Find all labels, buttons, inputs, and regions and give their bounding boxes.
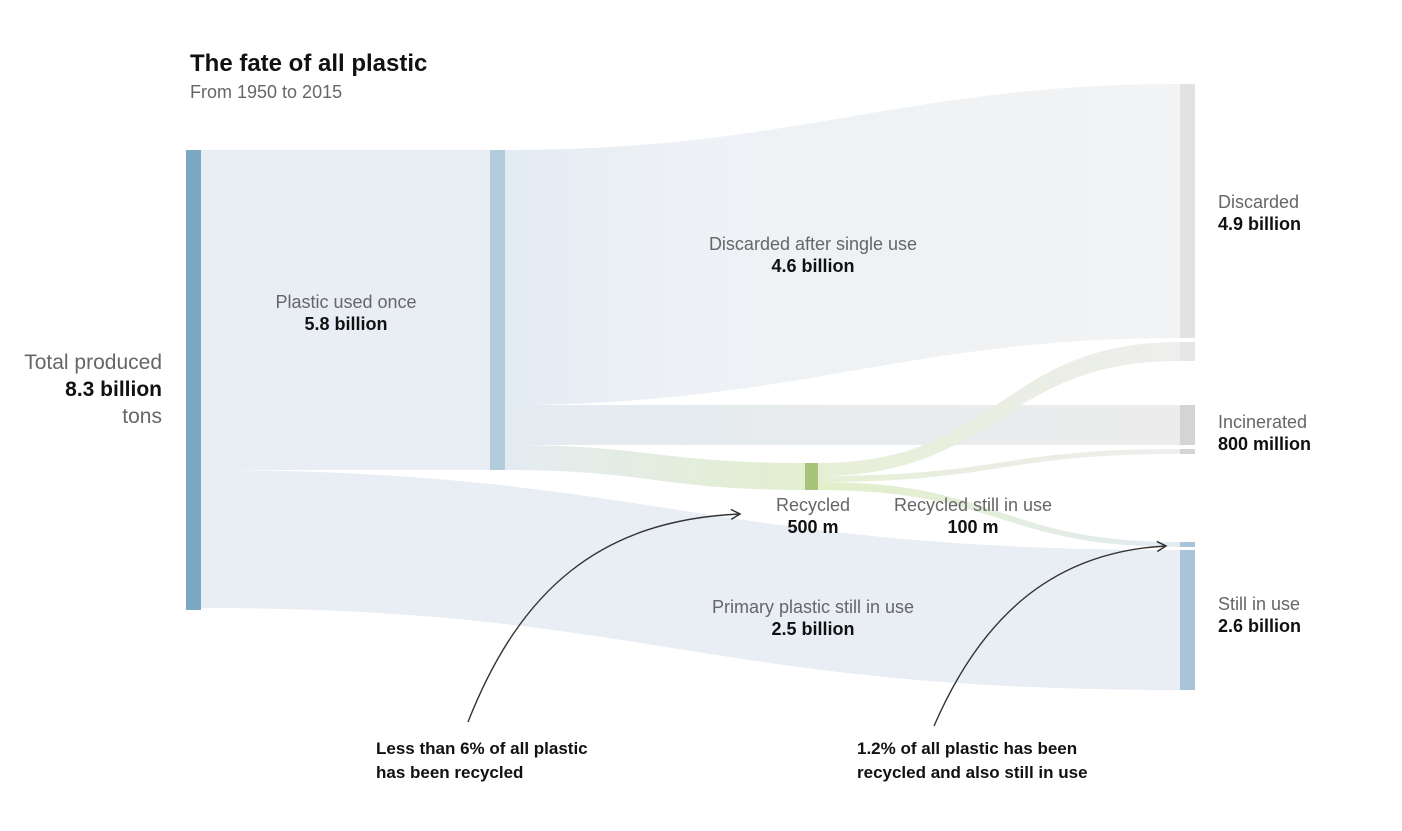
node-incinerated-label: Incinerated (1218, 412, 1308, 432)
page-subtitle: From 1950 to 2015 (190, 82, 343, 102)
annotation-recycled-line2: has been recycled (376, 763, 524, 782)
node-discarded-text: Discarded 4.9 billion (1218, 191, 1301, 235)
annotation-arrow-recycled-in-use (933, 540, 1168, 727)
node-used-once-bar (490, 150, 505, 470)
page-title: The fate of all plastic (190, 50, 428, 77)
flow-recycled-still-in-use-value: 100 m (947, 517, 999, 537)
flow-discarded-single-use (505, 84, 1180, 405)
flow-primary-still-in-use-text: Primary plastic still in use 2.5 billion (673, 596, 953, 640)
flow-discarded-single-use-label: Discarded after single use (708, 234, 918, 254)
node-still-in-use-bar (1180, 550, 1195, 690)
node-recycled-value: 500 m (787, 517, 839, 537)
node-used-once-text: Plastic used once 5.8 billion (232, 291, 460, 335)
node-still-in-use-recycled-bar (1180, 542, 1195, 547)
node-still-in-use-label: Still in use (1218, 594, 1301, 614)
node-discarded-recycled-bar (1180, 342, 1195, 361)
node-recycled-text: Recycled 500 m (753, 494, 873, 538)
flow-recycled-still-in-use-label: Recycled still in use (893, 495, 1053, 515)
annotation-arrow-recycled (467, 508, 742, 723)
node-total-produced-bar (186, 150, 201, 610)
node-used-once-value: 5.8 billion (304, 314, 388, 334)
flow-recycled-to-discarded (818, 342, 1180, 476)
flow-primary-still-in-use-label: Primary plastic still in use (711, 597, 915, 617)
node-incinerated-recycled-bar (1180, 449, 1195, 454)
node-total-produced-value: 8.3 billion (65, 378, 162, 401)
node-still-in-use-text: Still in use 2.6 billion (1218, 593, 1301, 637)
annotation-recycled-in-use-line1: 1.2% of all plastic has been (857, 739, 1078, 758)
flow-discarded-single-use-value: 4.6 billion (771, 256, 855, 276)
annotation-recycled-in-use: 1.2% of all plastic has been recycled an… (857, 737, 1088, 785)
flow-recycled-still-in-use (818, 482, 1180, 547)
node-incinerated-text: Incinerated 800 million (1218, 411, 1311, 455)
flow-primary-still-in-use-value: 2.5 billion (771, 619, 855, 639)
flow-used-once-incinerated (505, 405, 1180, 445)
node-discarded-bar (1180, 84, 1195, 338)
flow-recycled-to-incinerated (818, 449, 1180, 482)
annotation-recycled: Less than 6% of all plastic has been rec… (376, 737, 588, 785)
flow-primary-still-in-use (200, 470, 1180, 690)
node-incinerated-value: 800 million (1218, 434, 1312, 454)
flow-used-once-to-recycled (505, 445, 805, 490)
annotation-recycled-in-use-line2: recycled and also still in use (857, 763, 1088, 782)
node-recycled-bar (805, 463, 818, 490)
node-incinerated-bar (1180, 405, 1195, 445)
flow-discarded-single-use-text: Discarded after single use 4.6 billion (673, 233, 953, 277)
node-total-produced-text: Total produced 8.3 billion tons (0, 349, 162, 430)
annotation-recycled-line1: Less than 6% of all plastic (376, 739, 588, 758)
node-still-in-use-value: 2.6 billion (1218, 616, 1302, 636)
node-total-produced-label: Total produced (24, 351, 162, 374)
node-used-once-label: Plastic used once (275, 292, 417, 312)
node-total-produced-unit: tons (122, 405, 162, 428)
flow-total-to-used-once (200, 150, 490, 470)
node-discarded-label: Discarded (1218, 192, 1300, 212)
flow-recycled-still-in-use-text: Recycled still in use 100 m (873, 494, 1073, 538)
node-discarded-value: 4.9 billion (1218, 214, 1302, 234)
node-recycled-label: Recycled (775, 495, 851, 515)
